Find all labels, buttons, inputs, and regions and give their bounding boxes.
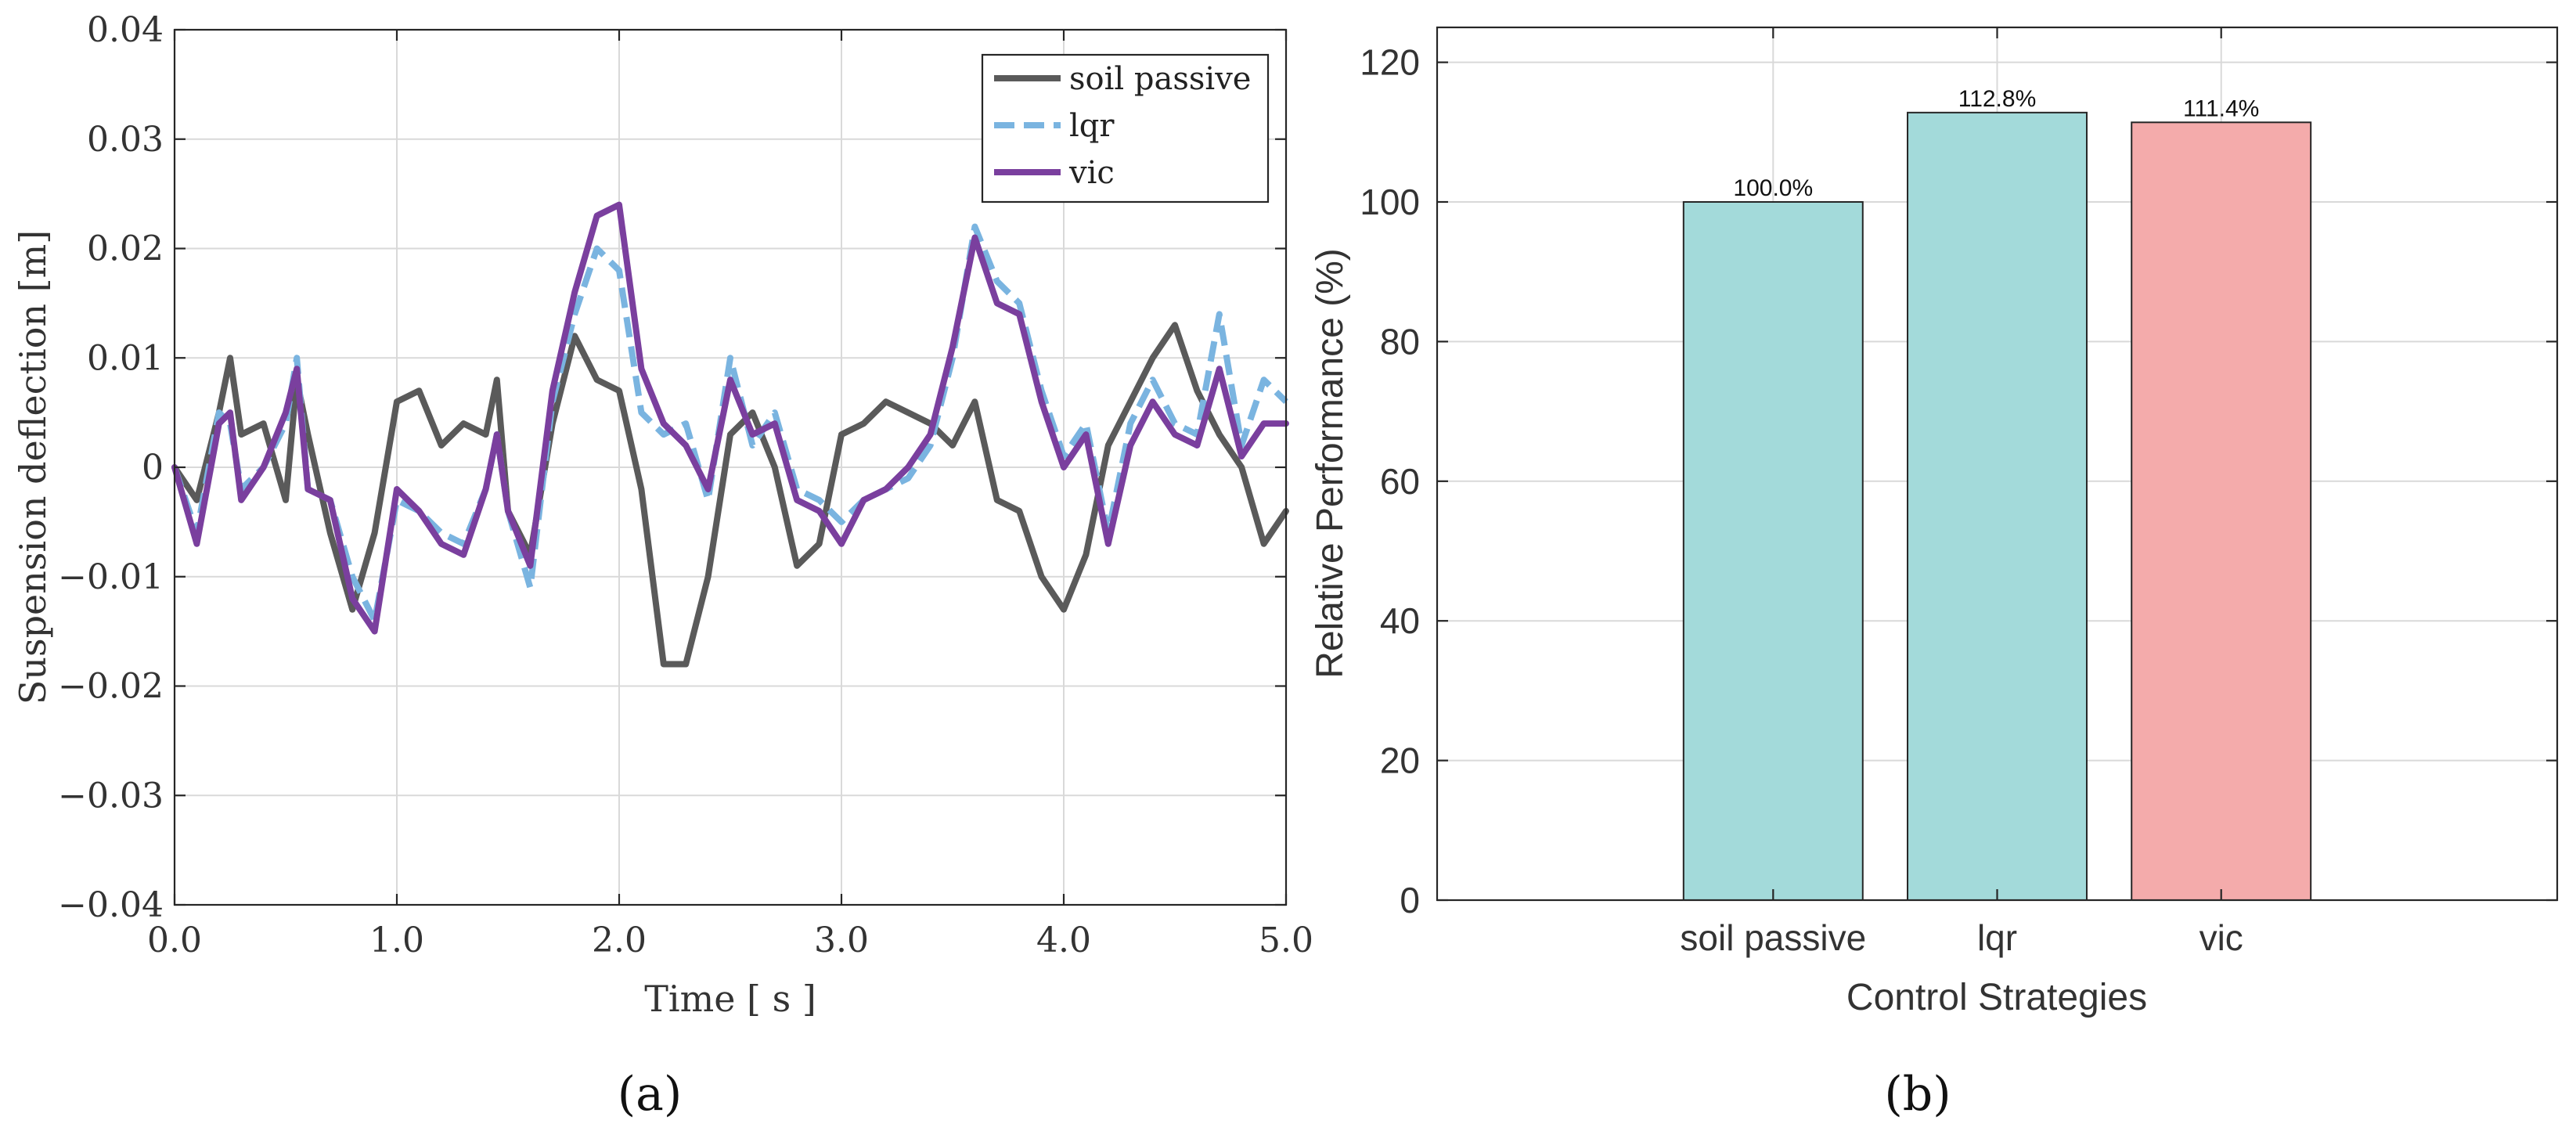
- tick-marks-a: [173, 28, 1288, 906]
- bar-chart-panel: 0 20 40 60 80 100 120 soil passive lqr vic 100.0…: [1310, 26, 2559, 1122]
- y-tick-label: 100: [1360, 182, 1420, 222]
- x-tick-labels-b: soil passive lqr vic: [1680, 917, 2243, 958]
- x-tick-label: soil passive: [1680, 917, 1866, 958]
- y-tick-label: 20: [1380, 740, 1420, 781]
- legend-a: soil passive lqr vic: [981, 53, 1270, 204]
- y-tick-label: −0.04: [58, 885, 164, 925]
- data-label: 100.0%: [1733, 175, 1813, 201]
- y-tick-label: 0.02: [87, 229, 164, 269]
- y-tick-label: 0: [142, 448, 164, 488]
- series-line-soil-passive: [171, 322, 1289, 668]
- x-tick-label: 5.0: [1259, 920, 1313, 960]
- data-label: 111.4%: [2183, 95, 2259, 121]
- x-axis-label-b: Control Strategies: [1846, 977, 2147, 1018]
- bar-vic: [2131, 121, 2312, 901]
- line-chart-panel: 0.0 1.0 2.0 3.0 4.0 5.0 −0.04 −0.03 −0.02 −0.01 0…: [12, 10, 1313, 1122]
- y-tick-labels-b: 0 20 40 60 80 100 120: [1360, 42, 1420, 920]
- panel-label-a: (a): [618, 1067, 683, 1122]
- bars-group: [1682, 111, 2312, 902]
- series-group-a: [171, 201, 1289, 668]
- bar-lqr: [1907, 111, 2088, 902]
- x-tick-label: 0.0: [147, 920, 202, 960]
- y-tick-label: 60: [1380, 461, 1420, 502]
- y-tick-label: 40: [1380, 600, 1420, 641]
- legend-label-soil-passive: soil passive: [1069, 61, 1251, 97]
- x-tick-label: vic: [2200, 917, 2243, 958]
- x-tick-label: 1.0: [369, 920, 424, 960]
- y-tick-label: 0.03: [87, 120, 164, 160]
- x-tick-label: 2.0: [592, 920, 647, 960]
- y-tick-label: −0.01: [58, 557, 164, 597]
- x-axis-label-a: Time [ s ]: [644, 978, 816, 1020]
- y-tick-label: 0.04: [87, 10, 164, 50]
- y-tick-label: 0.01: [87, 338, 164, 378]
- x-tick-label: 4.0: [1036, 920, 1091, 960]
- panel-label-b: (b): [1884, 1067, 1951, 1122]
- y-tick-labels-a: −0.04 −0.03 −0.02 −0.01 0 0.01 0.02 0.03 0.04: [58, 10, 164, 925]
- y-tick-label: 120: [1360, 42, 1420, 83]
- y-axis-label-a: Suspension deflection [m]: [12, 230, 54, 704]
- series-line-vic: [171, 201, 1289, 635]
- x-tick-label: lqr: [1977, 917, 2017, 958]
- y-tick-label: −0.02: [58, 667, 164, 707]
- y-tick-label: 80: [1380, 321, 1420, 362]
- y-axis-label-b: Relative Performance (%): [1310, 248, 1351, 679]
- data-label: 112.8%: [1958, 86, 2037, 112]
- y-tick-label: 0: [1400, 880, 1420, 920]
- bar-soil-passive: [1682, 201, 1864, 901]
- legend-label-vic: vic: [1068, 155, 1115, 191]
- x-tick-label: 3.0: [814, 920, 869, 960]
- data-labels-b: 100.0% 112.8% 111.4%: [1733, 86, 2259, 201]
- legend-label-lqr: lqr: [1069, 108, 1115, 144]
- y-tick-label: −0.03: [58, 776, 164, 816]
- x-tick-labels-a: 0.0 1.0 2.0 3.0 4.0 5.0: [147, 920, 1313, 960]
- tick-marks-b: [1437, 27, 2557, 902]
